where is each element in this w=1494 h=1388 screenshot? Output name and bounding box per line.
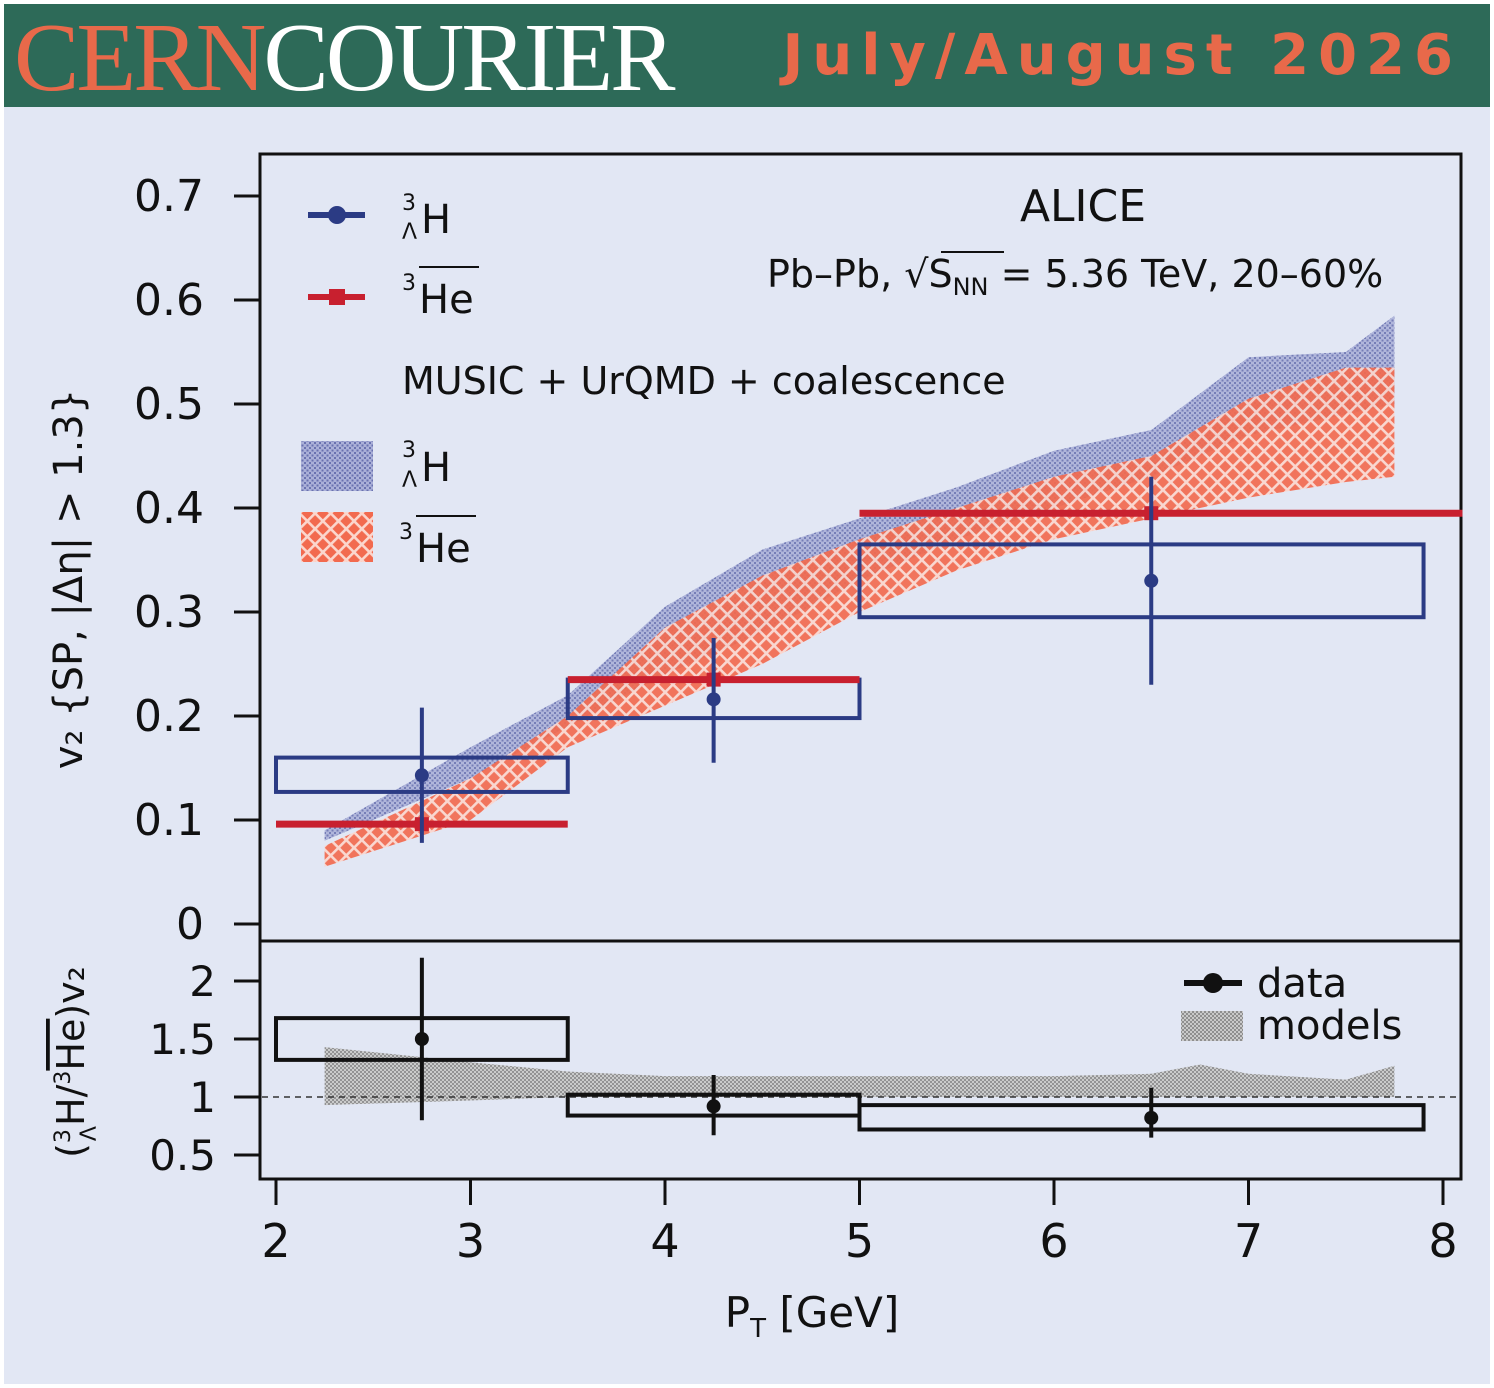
energy-subscript: NN [953,273,989,301]
hypertriton-marker-0 [414,768,429,783]
x-axis-title-unit: [GeV] [766,1288,899,1337]
ratio-legend: data models [1181,961,1402,1049]
ylabel-sub-lambda: Λ [77,1126,102,1141]
x-tick-label-2: 4 [650,1214,679,1268]
ratio-model-band-area [324,1047,1395,1106]
x-tick-label-4: 6 [1039,1214,1068,1268]
x-axis-title-p: P [725,1288,750,1337]
legend-hypertriton: 3 Λ H [308,191,451,245]
lower-y-tick-label-2: 1.5 [149,1015,216,1064]
data-points-upper [274,476,1463,843]
upper-y-tick-label-4: 0.4 [134,483,204,534]
upper-y-tick-label-1: 0.1 [134,795,204,846]
legend-model-antihelium-swatch [301,512,373,562]
ratio-syst-box-2 [857,1103,1426,1132]
ratio-marker-1 [706,1099,721,1114]
legend-antihelium-sup: 3 [402,271,416,296]
energy-symbol: S [928,252,952,296]
legend-hypertriton-sup: 3 [402,191,416,216]
model-legend: MUSIC + UrQMD + coalescence 3 Λ H 3 He [301,359,1006,572]
hypertriton-marker-2 [1144,573,1159,588]
lower-y-axis: 0.5 1 1.5 2 [149,957,260,1180]
collision-system-label: Pb–Pb, √SNN = 5.36 TeV, 20–60% [767,252,1383,301]
figure-panel: 0 0.1 0.2 0.3 0.4 0.5 0.6 0.7 v₂ {SP, |Δη| > 1.… [4,107,1490,1384]
upper-y-axis-title: v₂ {SP, |Δη| > 1.3} [46,389,92,770]
ratio-marker-2 [1144,1110,1159,1125]
model-title: MUSIC + UrQMD + coalescence [402,359,1006,403]
upper-y-tick-label-5: 0.5 [134,379,204,430]
legend-model-hypertriton-swatch [301,441,373,491]
experiment-label: ALICE [1020,181,1146,232]
ylabel-h: H/ [49,1084,93,1126]
legend-hypertriton-sub: Λ [402,220,417,245]
lower-y-tick-label-0: 0.5 [149,1131,216,1180]
issue-date: July/August 2026 [782,23,1462,88]
legend-model-antihelium-sup: 3 [399,520,413,545]
ylabel-v2: )v₂ [49,966,93,1019]
legend-model-hypertriton-sup: 3 [402,438,416,463]
ylabel-paren: ( [49,1143,93,1158]
upper-y-tick-label-7: 0.7 [134,171,204,222]
magazine-banner: CERNCOURIER July/August 2026 [4,4,1490,107]
model-band-antihelium [324,367,1395,867]
ratio-model-band [324,1047,1395,1106]
ylabel-sup-b: 3 [51,1071,76,1085]
legend-model-hypertriton-sub: Λ [402,468,417,493]
hypertriton-syst-box-2 [857,542,1426,620]
ylabel-sup-a: 3 [51,1129,76,1143]
legend-models-swatch [1181,1011,1243,1041]
upper-y-tick-label-3: 0.3 [134,587,204,638]
x-tick-label-3: 5 [845,1214,874,1268]
data-points-lower [274,957,1426,1138]
logo-cern: CERN [14,4,266,107]
upper-y-tick-label-0: 0 [176,899,204,950]
lower-y-tick-label-3: 2 [189,957,216,1006]
legend-models-label: models [1257,1003,1402,1049]
collision-system: Pb–Pb, [767,252,904,296]
x-tick-label-5: 7 [1234,1214,1263,1268]
legend-model-antihelium-label: He [416,526,471,572]
x-axis-title: PT [GeV] [725,1288,899,1344]
lower-y-axis-title-text: (3ΛH/3He)v₂ [49,966,102,1158]
hypertriton-marker-1 [706,692,721,707]
x-tick-label-1: 3 [456,1214,485,1268]
legend-data-marker [1203,973,1223,993]
ratio-marker-0 [414,1032,429,1046]
flow-chart-figure: 0 0.1 0.2 0.3 0.4 0.5 0.6 0.7 v₂ {SP, |Δη| > 1.… [46,152,1463,1344]
cern-courier-logo: CERNCOURIER [14,9,676,107]
lower-y-axis-title: (3ΛH/3He)v₂ [49,966,102,1158]
legend-antihelium: 3 He [308,266,479,323]
legend-hypertriton-marker [328,206,346,224]
legend-antihelium-label: He [419,277,474,323]
sqrt-sign: √ [904,252,929,296]
x-tick-label-6: 8 [1428,1214,1457,1268]
legend-model-hypertriton-label: H [421,445,451,491]
energy-value: = 5.36 TeV, 20–60% [988,252,1383,296]
legend-antihelium-marker [329,289,345,305]
upper-y-tick-label-2: 0.2 [134,691,204,742]
legend-hypertriton-label: H [421,197,451,243]
lower-y-tick-label-1: 1 [189,1073,216,1122]
ylabel-he: He [49,1019,93,1071]
data-legend: 3 Λ H 3 He [308,191,479,323]
legend-data-label: data [1257,961,1347,1007]
logo-courier: COURIER [263,4,675,107]
x-tick-label-0: 2 [261,1214,290,1268]
x-axis: 2 3 4 5 6 7 8 [261,1179,1458,1268]
upper-y-axis: 0 0.1 0.2 0.3 0.4 0.5 0.6 0.7 [134,171,260,950]
upper-y-tick-label-6: 0.6 [134,275,204,326]
x-axis-title-sub: T [749,1314,766,1344]
